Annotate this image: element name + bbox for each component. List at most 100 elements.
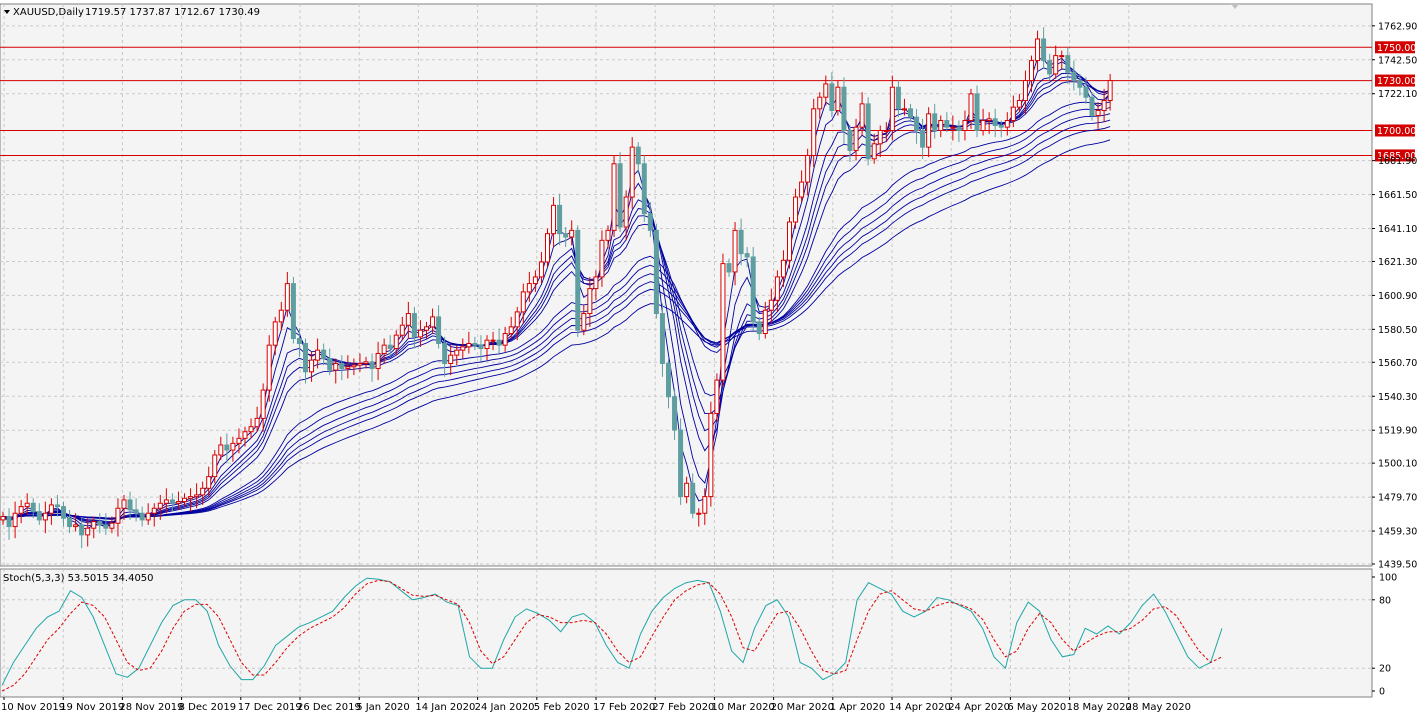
candle (702, 488, 708, 525)
price-panel[interactable] (0, 3, 1373, 567)
stoch-tick-label: 80 (1379, 595, 1391, 606)
candle-body (738, 229, 744, 255)
candle-body (103, 524, 109, 529)
level-lines[interactable]: 1750.00 1730.00 1700.00 1685.00 (0, 41, 1416, 162)
candle-body (411, 313, 417, 338)
candle-body (296, 338, 302, 345)
x-tick-label: 19 Nov 2019 (60, 702, 124, 713)
candle (1107, 73, 1113, 111)
candle (212, 450, 218, 484)
x-tick-label: 24 Jan 2020 (475, 702, 535, 713)
candle-body (720, 263, 726, 381)
candle-body (182, 497, 187, 503)
candle (454, 345, 460, 366)
candle (1029, 55, 1034, 93)
candle (980, 108, 986, 136)
candle (1077, 73, 1083, 96)
candle-body (653, 229, 659, 315)
candle-body (333, 362, 339, 371)
candle (829, 72, 835, 118)
candle-body (97, 521, 103, 526)
candle (484, 335, 490, 361)
candle-body (387, 344, 393, 349)
candle (97, 513, 103, 534)
candle-body (817, 96, 823, 110)
candle-body (393, 334, 399, 349)
candle (248, 418, 254, 439)
candle (526, 271, 532, 302)
candle (1071, 60, 1077, 91)
candle-body (248, 426, 254, 433)
candle-body (224, 444, 230, 451)
candle (1065, 47, 1071, 84)
candle-body (61, 506, 66, 519)
candle (666, 358, 671, 409)
candle (799, 170, 805, 203)
y-tick-label: 1661.50 (1378, 190, 1417, 201)
candle (617, 152, 623, 233)
candle (908, 103, 913, 123)
candle (538, 251, 544, 284)
candle (514, 306, 520, 341)
candle (744, 246, 750, 267)
candle (557, 193, 563, 246)
candle (847, 125, 853, 163)
x-tick-label: 24 Apr 2020 (948, 702, 1010, 713)
candle-body (1071, 71, 1077, 82)
level-label: 1730.00 (1377, 76, 1416, 87)
candle (442, 336, 448, 377)
candle-body (91, 521, 97, 529)
candle-body (889, 86, 895, 131)
candle-body (998, 124, 1004, 128)
y-tick-label: 1479.70 (1378, 493, 1417, 504)
candle (48, 498, 54, 525)
candle (278, 301, 284, 331)
candle (466, 331, 472, 354)
candle (986, 112, 992, 134)
candle (333, 358, 339, 384)
candle-body (774, 276, 780, 301)
dropdown-arrow-icon[interactable] (4, 10, 10, 14)
candle-body (163, 499, 169, 504)
candle-body (666, 362, 671, 398)
candle-body (1022, 80, 1028, 102)
candle (635, 142, 641, 174)
y-tick-label: 1641.10 (1378, 224, 1417, 235)
candle (956, 120, 962, 143)
candle-body (762, 309, 768, 335)
candle-body (315, 349, 321, 361)
candle (914, 108, 920, 144)
candle-body (236, 437, 242, 444)
candle (54, 494, 60, 517)
ma-line-8 (2, 68, 1111, 525)
candle-body (1059, 55, 1065, 58)
candle (714, 373, 720, 422)
candle (260, 383, 266, 432)
candle-body (551, 204, 557, 235)
candle-body (908, 108, 913, 118)
candle-body (290, 283, 296, 340)
candle-body (115, 507, 121, 524)
candle-body (472, 343, 478, 346)
candle (188, 488, 194, 512)
candle (738, 218, 744, 266)
stochastic-panel[interactable] (0, 568, 1373, 698)
candle (321, 343, 327, 366)
candle (224, 433, 230, 464)
candle-body (496, 339, 502, 346)
level-label-bg (1375, 41, 1415, 54)
candle (950, 115, 956, 141)
candle (793, 188, 799, 229)
candle (339, 355, 345, 381)
candle-body (708, 412, 714, 498)
candle-body (272, 321, 278, 346)
candle (932, 103, 938, 139)
candle (157, 494, 163, 520)
x-tick-label: 8 Dec 2019 (179, 702, 237, 713)
candle-body (327, 357, 333, 371)
stochastic-lines (1, 577, 1223, 692)
candle (756, 316, 762, 341)
candle (1059, 50, 1065, 69)
candle (750, 246, 756, 331)
